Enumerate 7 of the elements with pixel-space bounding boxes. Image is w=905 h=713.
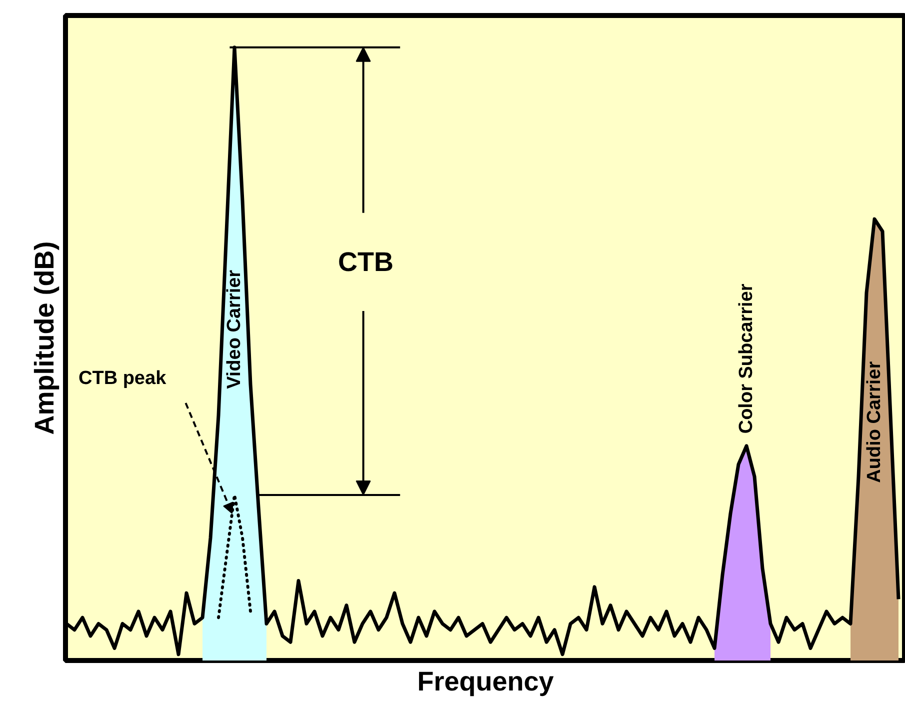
- x-axis-title: Frequency: [417, 666, 554, 696]
- annotation: CTB peak: [78, 368, 167, 389]
- text: Color Subcarrier: [736, 283, 757, 434]
- series-label: Audio Carrier: [864, 360, 885, 483]
- series-label: Video Carrier: [224, 269, 245, 389]
- y-axis-title: Amplitude (dB): [30, 241, 60, 435]
- annotation: CTB: [338, 246, 394, 277]
